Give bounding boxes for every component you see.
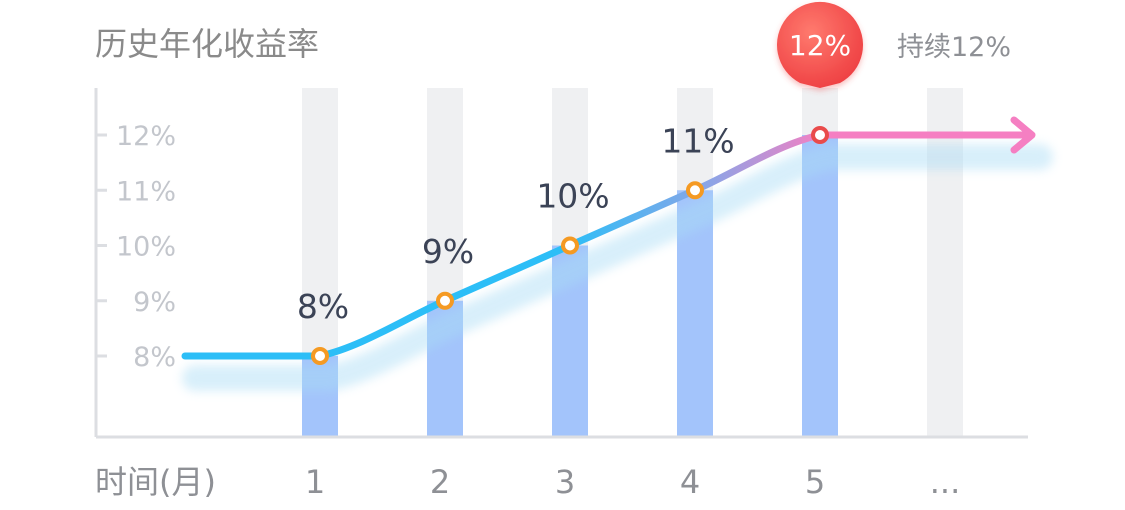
- y-tick-label: 11%: [116, 176, 176, 207]
- x-axis-label: 时间(月): [95, 463, 216, 501]
- badge-label: 12%: [789, 29, 851, 62]
- value-label: 10%: [536, 177, 609, 216]
- y-tick-label: 9%: [133, 287, 176, 318]
- value-label: 11%: [661, 121, 734, 160]
- chart-title: 历史年化收益率: [95, 25, 319, 63]
- bar-tracks: [302, 88, 963, 437]
- x-tick-label: 5: [805, 463, 825, 501]
- data-point: [561, 236, 579, 255]
- data-point: [686, 181, 704, 200]
- x-tick-label: 1: [305, 463, 325, 501]
- highlight-badge: 12%: [777, 1, 863, 88]
- x-tick-label: 2: [430, 463, 450, 501]
- value-label: 9%: [422, 232, 474, 271]
- value-label: 8%: [297, 287, 349, 326]
- bar-track: [927, 88, 963, 437]
- bar: [802, 135, 838, 437]
- arrow-icon: [1010, 116, 1036, 154]
- x-tick-label: 4: [680, 463, 700, 501]
- data-point: [311, 347, 329, 365]
- value-labels: 8% 9% 10% 11%: [297, 121, 735, 326]
- y-tick-label: 10%: [116, 232, 176, 263]
- badge-pin-icon: [777, 1, 863, 88]
- x-ticks: 1 2 3 4 5...: [305, 463, 960, 501]
- data-point: [436, 291, 454, 310]
- y-tick-label: 12%: [116, 121, 176, 152]
- sustained-note: 持续12%: [897, 32, 1011, 63]
- data-point: [811, 126, 829, 144]
- x-tick-label: 3: [555, 463, 575, 501]
- y-tick-label: 8%: [133, 342, 176, 373]
- data-markers: [311, 126, 829, 365]
- x-tick-label: ...: [930, 463, 961, 501]
- line-glow: [182, 144, 1053, 391]
- y-ticks: 8% 9% 10% 11% 12%: [96, 121, 176, 373]
